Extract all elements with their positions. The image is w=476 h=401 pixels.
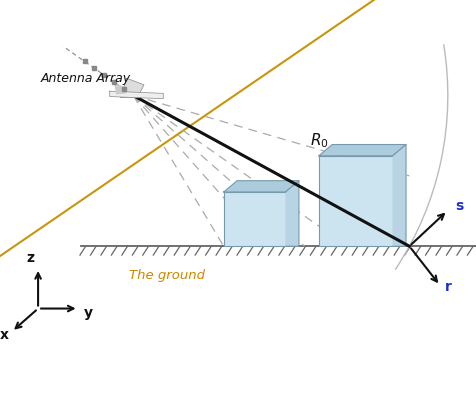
Text: z: z: [26, 250, 34, 264]
Bar: [319, 156, 393, 247]
Text: Antenna Array: Antenna Array: [40, 72, 131, 85]
Text: x: x: [0, 327, 9, 341]
Polygon shape: [286, 181, 299, 247]
Polygon shape: [393, 145, 406, 247]
Text: y: y: [84, 305, 93, 319]
Polygon shape: [114, 83, 127, 95]
Polygon shape: [319, 145, 406, 156]
Polygon shape: [224, 181, 299, 192]
Bar: [224, 192, 286, 247]
Text: $R_0$: $R_0$: [309, 131, 328, 150]
Polygon shape: [110, 92, 163, 99]
Text: r: r: [445, 279, 452, 293]
Text: The ground: The ground: [129, 268, 205, 281]
Polygon shape: [120, 79, 144, 98]
Text: s: s: [455, 198, 463, 212]
